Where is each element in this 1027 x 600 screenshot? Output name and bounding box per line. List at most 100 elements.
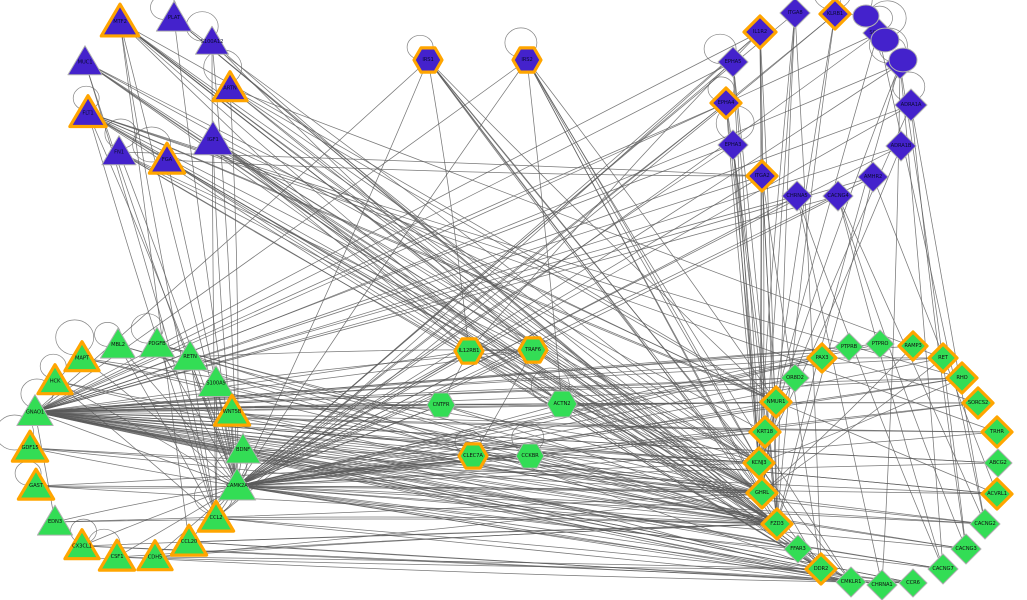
- graph-edge[interactable]: [532, 349, 763, 494]
- self-loop-edge[interactable]: [0, 414, 34, 451]
- graph-edge[interactable]: [427, 59, 777, 403]
- graph-edge[interactable]: [34, 411, 986, 525]
- graph-edge[interactable]: [29, 447, 778, 525]
- graph-node-cntfr[interactable]: CNTFR: [423, 387, 459, 423]
- graph-edge[interactable]: [211, 41, 534, 351]
- graph-node-mbl2[interactable]: MBL2: [98, 325, 138, 365]
- graph-edge[interactable]: [189, 356, 778, 525]
- graph-edge[interactable]: [427, 59, 470, 352]
- graph-node-irs2[interactable]: IRS2: [509, 42, 545, 78]
- graph-node-epha5[interactable]: EPHA5: [714, 43, 752, 81]
- graph-edge[interactable]: [236, 377, 796, 487]
- graph-edge[interactable]: [215, 349, 534, 384]
- graph-edge[interactable]: [561, 403, 760, 464]
- graph-edge[interactable]: [34, 411, 474, 457]
- graph-edge[interactable]: [34, 31, 761, 413]
- graph-edge[interactable]: [54, 380, 778, 525]
- graph-edge[interactable]: [34, 411, 883, 586]
- graph-edge[interactable]: [189, 356, 217, 519]
- graph-node-ptpro[interactable]: PTPRO: [862, 326, 898, 362]
- graph-edge[interactable]: [54, 518, 778, 525]
- graph-edge[interactable]: [732, 144, 760, 464]
- graph-edge[interactable]: [236, 485, 967, 550]
- graph-edge[interactable]: [215, 516, 778, 525]
- graph-edge[interactable]: [118, 151, 778, 525]
- graph-edge[interactable]: [236, 485, 998, 495]
- graph-edge[interactable]: [29, 447, 763, 494]
- graph-node-actn2[interactable]: ACTN2: [543, 385, 581, 423]
- graph-edge[interactable]: [116, 556, 914, 584]
- graph-edge[interactable]: [54, 485, 238, 523]
- graph-edge[interactable]: [84, 61, 766, 433]
- graph-edge[interactable]: [212, 139, 534, 351]
- graph-edge[interactable]: [34, 411, 967, 550]
- graph-edge[interactable]: [910, 104, 967, 550]
- graph-edge[interactable]: [212, 139, 470, 352]
- graph-node-mtf2[interactable]: MTF2: [99, 1, 141, 43]
- graph-node-itga2[interactable]: ITGA2: [743, 157, 781, 195]
- graph-edge[interactable]: [236, 377, 963, 487]
- graph-edge[interactable]: [173, 17, 760, 464]
- graph-edge[interactable]: [81, 485, 238, 547]
- graph-edge[interactable]: [34, 195, 839, 413]
- graph-edge[interactable]: [236, 404, 442, 487]
- graph-edge[interactable]: [231, 411, 760, 464]
- graph-edge[interactable]: [116, 556, 822, 570]
- graph-edge[interactable]: [34, 195, 798, 413]
- graph-edge[interactable]: [87, 112, 760, 464]
- graph-edge[interactable]: [166, 159, 763, 177]
- graph-edge[interactable]: [215, 382, 778, 525]
- graph-node-traf6[interactable]: TRAF6: [515, 332, 551, 368]
- graph-edge[interactable]: [119, 21, 760, 464]
- graph-edge[interactable]: [732, 144, 778, 525]
- graph-edge[interactable]: [87, 112, 217, 519]
- graph-edge[interactable]: [236, 176, 874, 487]
- graph-edge[interactable]: [440, 404, 778, 525]
- graph-node-cx3cl1[interactable]: CX3CL1: [63, 527, 102, 566]
- graph-node-cdh5[interactable]: CDH5: [136, 538, 175, 577]
- graph-edge[interactable]: [761, 175, 778, 525]
- graph-edge[interactable]: [118, 151, 238, 487]
- graph-node-bdnf[interactable]: BDNF: [223, 430, 263, 470]
- graph-edge[interactable]: [34, 411, 852, 583]
- graph-edge[interactable]: [34, 411, 822, 570]
- graph-edge[interactable]: [84, 61, 778, 525]
- graph-edge[interactable]: [236, 350, 470, 487]
- graph-edge[interactable]: [229, 87, 778, 525]
- graph-edge[interactable]: [236, 104, 912, 487]
- graph-node-adra1a[interactable]: ADRA1A: [891, 85, 931, 125]
- graph-edge[interactable]: [34, 411, 914, 584]
- graph-node-n82[interactable]: [849, 0, 883, 33]
- graph-edge[interactable]: [117, 344, 238, 487]
- graph-edge[interactable]: [156, 343, 763, 494]
- graph-node-cacng4[interactable]: CACNG4: [819, 177, 857, 215]
- graph-edge[interactable]: [29, 447, 998, 495]
- graph-edge[interactable]: [34, 411, 999, 464]
- graph-edge[interactable]: [87, 112, 998, 433]
- graph-edge[interactable]: [229, 87, 777, 403]
- graph-edge[interactable]: [34, 350, 470, 413]
- graph-edge[interactable]: [759, 31, 778, 525]
- graph-node-fn1[interactable]: FN1: [100, 133, 139, 172]
- graph-node-ccl20[interactable]: CCL20: [169, 522, 209, 562]
- graph-node-chrna5[interactable]: CHRNA5: [778, 177, 816, 215]
- graph-edge[interactable]: [427, 59, 852, 583]
- graph-node-wnt5b[interactable]: WNT5B: [212, 392, 252, 432]
- graph-edge[interactable]: [776, 12, 796, 525]
- graph-edge[interactable]: [532, 349, 778, 525]
- graph-edge[interactable]: [229, 87, 944, 359]
- graph-edge[interactable]: [236, 485, 986, 525]
- graph-edge[interactable]: [34, 411, 778, 525]
- graph-edge[interactable]: [236, 402, 979, 487]
- graph-edge[interactable]: [173, 17, 778, 525]
- graph-edge[interactable]: [468, 350, 778, 525]
- graph-edge[interactable]: [229, 87, 763, 494]
- graph-edge[interactable]: [34, 411, 763, 494]
- graph-node-igf1[interactable]: IGF1: [191, 118, 235, 162]
- graph-edge[interactable]: [34, 411, 998, 433]
- graph-edge[interactable]: [910, 104, 986, 525]
- graph-edge[interactable]: [34, 102, 727, 413]
- graph-edge[interactable]: [154, 492, 763, 558]
- graph-edge[interactable]: [87, 112, 979, 404]
